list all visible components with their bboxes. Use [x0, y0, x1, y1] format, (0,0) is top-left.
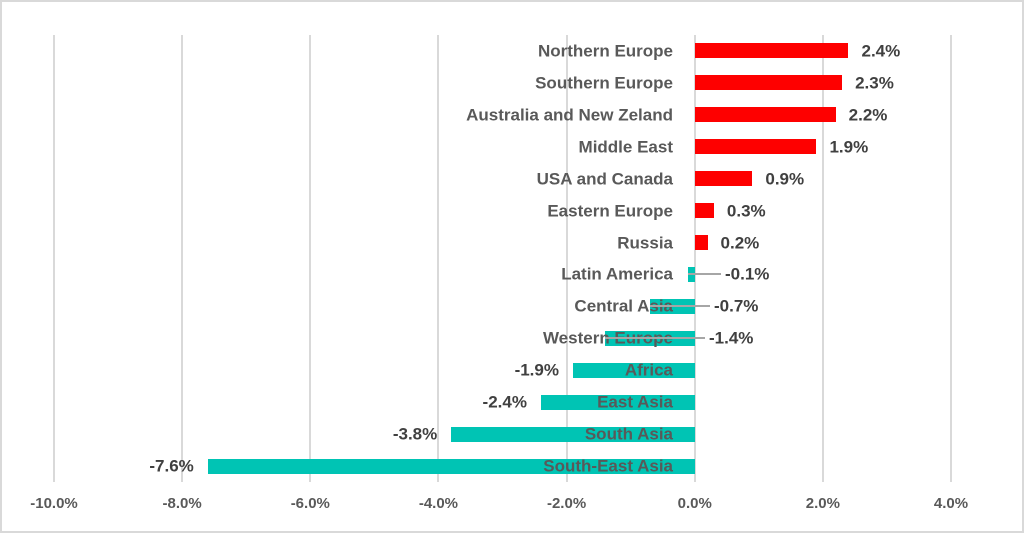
bar	[694, 75, 843, 91]
x-tick-label: -10.0%	[30, 495, 78, 512]
x-tick-label: 4.0%	[933, 495, 969, 512]
leader-line	[688, 273, 721, 276]
gridline	[53, 35, 55, 482]
x-tick-label: -2.0%	[546, 495, 587, 512]
leader-line	[649, 305, 710, 308]
value-label: -0.7%	[714, 296, 759, 316]
value-label: 2.2%	[848, 105, 888, 125]
value-label: -7.6%	[149, 456, 194, 476]
x-tick-label: -4.0%	[418, 495, 459, 512]
value-label: -3.8%	[392, 424, 438, 444]
gridline	[693, 35, 696, 482]
bar	[207, 458, 695, 474]
bar	[694, 235, 708, 251]
value-label: -1.9%	[514, 360, 559, 380]
category-label: Latin America	[561, 264, 673, 284]
category-label: Africa	[624, 360, 673, 380]
gridline	[309, 35, 312, 482]
gridline	[565, 35, 568, 482]
x-tick-label: 0.0%	[677, 495, 712, 512]
leader-line	[605, 337, 705, 340]
x-tick-label: -8.0%	[162, 495, 202, 512]
bar	[694, 203, 714, 219]
category-label: Middle East	[578, 137, 673, 157]
category-label: Russia	[617, 233, 673, 253]
category-label: Eastern Europe	[547, 201, 673, 221]
value-label: 0.3%	[726, 201, 766, 221]
value-label: 2.3%	[855, 73, 894, 93]
category-label: Southern Europe	[535, 73, 673, 93]
bar	[694, 43, 849, 59]
bar	[451, 426, 695, 442]
value-label: -1.4%	[709, 328, 754, 348]
x-tick-label: 2.0%	[805, 495, 840, 512]
bar	[694, 171, 753, 187]
x-tick-label: -6.0%	[290, 495, 330, 512]
category-label: Central Asia	[574, 296, 673, 316]
category-label: Northern Europe	[537, 41, 673, 61]
gridline	[950, 35, 952, 482]
category-label: South-East Asia	[543, 456, 673, 476]
value-label: -2.4%	[482, 392, 527, 412]
category-label: Australia and New Zeland	[466, 105, 673, 125]
gridline	[821, 35, 824, 482]
value-label: 2.4%	[861, 41, 901, 61]
value-label: 1.9%	[829, 137, 869, 157]
category-label: South Asia	[584, 424, 673, 444]
value-label: -0.1%	[725, 264, 770, 284]
value-label: 0.2%	[720, 233, 760, 253]
bar	[540, 394, 695, 410]
category-label: East Asia	[597, 392, 673, 412]
gridline	[437, 35, 440, 482]
bar	[694, 139, 817, 155]
gridline	[181, 35, 184, 482]
bar	[572, 362, 695, 378]
bar	[694, 107, 836, 123]
category-label: USA and Canada	[536, 169, 673, 189]
value-label: 0.9%	[765, 169, 805, 189]
